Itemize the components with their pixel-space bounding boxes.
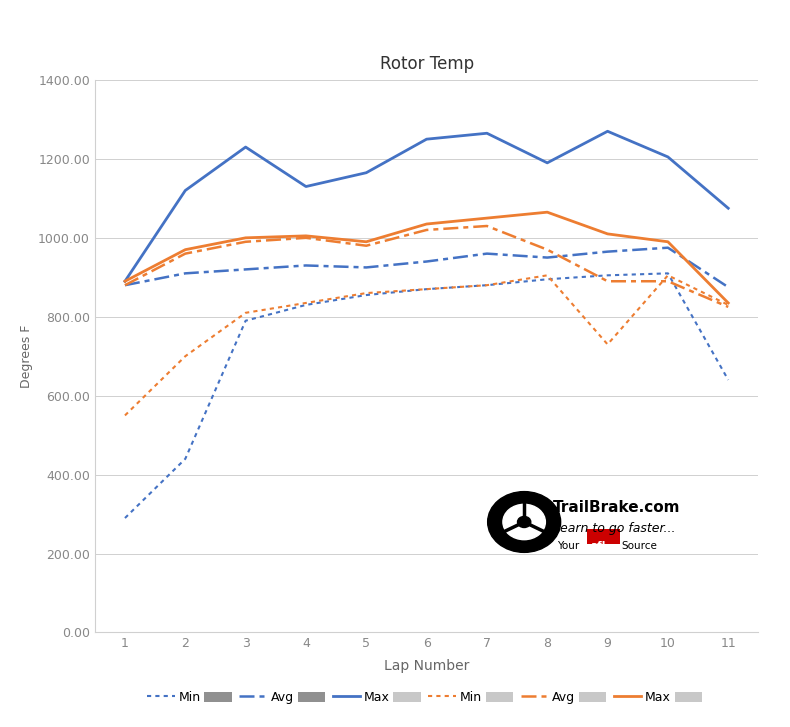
Text: Source: Source <box>621 542 657 551</box>
X-axis label: Lap Number: Lap Number <box>384 659 469 672</box>
Y-axis label: Degrees F: Degrees F <box>20 324 32 388</box>
Text: Your: Your <box>557 542 580 551</box>
FancyBboxPatch shape <box>587 529 620 544</box>
Text: afl: afl <box>590 542 606 551</box>
Circle shape <box>517 516 531 528</box>
Circle shape <box>487 491 561 553</box>
Legend: Min, , Avg, , Max, , Min, , Avg, , Max, : Min, , Avg, , Max, , Min, , Avg, , Max, <box>148 691 705 704</box>
Text: Learn to go faster...: Learn to go faster... <box>553 522 675 535</box>
Circle shape <box>503 505 545 539</box>
Text: TrailBrake.com: TrailBrake.com <box>553 500 680 515</box>
Title: Rotor Temp: Rotor Temp <box>379 55 474 73</box>
